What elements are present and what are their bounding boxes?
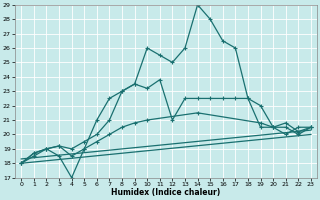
X-axis label: Humidex (Indice chaleur): Humidex (Indice chaleur) bbox=[111, 188, 221, 197]
